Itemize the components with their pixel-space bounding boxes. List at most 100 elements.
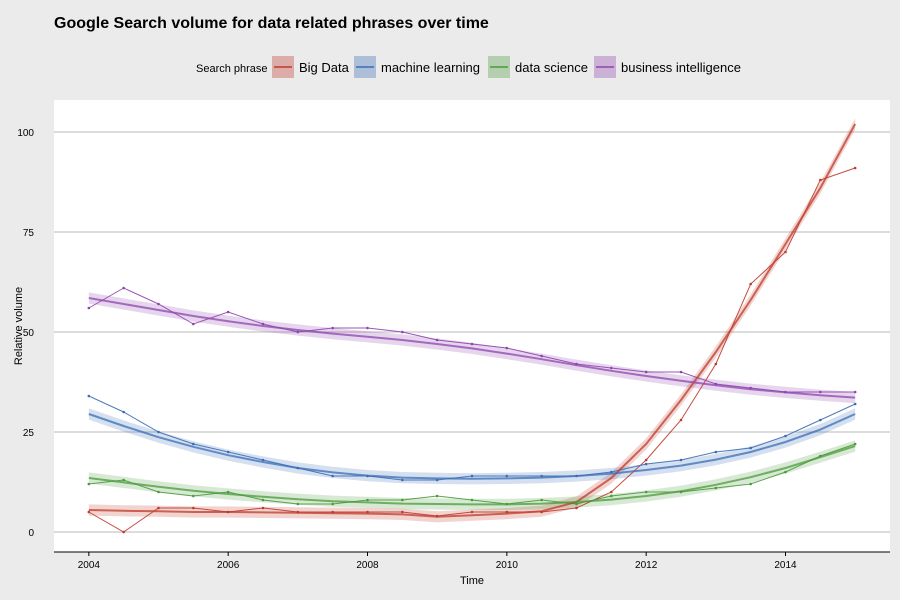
- data-point-big-data: [679, 418, 683, 422]
- data-point-data-science: [401, 498, 404, 502]
- data-point-data-science: [749, 482, 752, 486]
- data-point-business-intelligence: [679, 370, 683, 374]
- data-point-machine-learning: [226, 450, 230, 454]
- data-point-data-science: [366, 498, 369, 502]
- data-point-big-data: [157, 506, 160, 510]
- data-point-business-intelligence: [366, 326, 369, 330]
- data-point-big-data: [261, 506, 265, 510]
- data-point-machine-learning: [819, 418, 822, 422]
- data-point-data-science: [87, 482, 91, 486]
- chart-title: Google Search volume for data related ph…: [54, 15, 489, 32]
- data-point-machine-learning: [853, 402, 857, 406]
- y-axis: 0 25 50 75 100: [17, 128, 34, 539]
- data-point-business-intelligence: [226, 310, 230, 314]
- data-point-data-science: [714, 486, 718, 490]
- data-point-machine-learning: [331, 474, 334, 478]
- data-point-big-data: [575, 506, 578, 510]
- smooth-line-data-science: [88, 445, 856, 506]
- data-point-data-science: [261, 498, 265, 502]
- data-point-business-intelligence: [157, 302, 160, 306]
- data-point-machine-learning: [87, 394, 91, 398]
- data-point-data-science: [784, 470, 787, 474]
- data-point-machine-learning: [470, 474, 474, 478]
- legend-title: Search phrase: [196, 63, 268, 75]
- data-point-data-science: [157, 490, 160, 494]
- data-point-machine-learning: [714, 450, 718, 454]
- data-point-machine-learning: [749, 446, 752, 450]
- data-point-machine-learning: [122, 410, 125, 414]
- x-tick-label: 2006: [217, 560, 240, 571]
- data-point-business-intelligence: [505, 346, 509, 350]
- data-point-big-data: [122, 530, 125, 534]
- data-point-business-intelligence: [331, 326, 334, 330]
- x-axis: 2004 2006 2008 2010 2012 2014: [54, 551, 890, 571]
- legend-label-machine-learning: machine learning: [381, 60, 480, 75]
- data-point-big-data: [853, 166, 857, 170]
- y-tick-label: 100: [17, 128, 34, 139]
- data-point-business-intelligence: [261, 322, 265, 326]
- data-point-data-science: [470, 498, 474, 502]
- data-point-data-science: [122, 478, 125, 482]
- data-point-big-data: [644, 458, 648, 462]
- data-point-data-science: [610, 494, 613, 498]
- legend-label-business-intelligence: business intelligence: [621, 60, 741, 75]
- data-point-business-intelligence: [470, 342, 474, 346]
- data-point-data-science: [575, 502, 578, 506]
- y-axis-title: Relative volume: [13, 287, 25, 365]
- y-tick-label: 0: [28, 528, 34, 539]
- data-point-data-science: [435, 494, 439, 498]
- data-point-business-intelligence: [819, 390, 822, 394]
- y-tick-label: 75: [23, 228, 35, 239]
- x-tick-label: 2008: [356, 560, 379, 571]
- data-point-big-data: [87, 510, 91, 514]
- data-point-big-data: [819, 178, 822, 182]
- smooth-line-big-data: [88, 123, 857, 518]
- data-point-business-intelligence: [296, 330, 300, 334]
- data-point-business-intelligence: [644, 370, 648, 374]
- data-point-data-science: [853, 442, 857, 446]
- x-tick-label: 2014: [774, 560, 797, 571]
- gridlines: [54, 131, 890, 533]
- data-point-business-intelligence: [435, 338, 439, 342]
- y-tick-label: 50: [23, 328, 35, 339]
- data-point-data-science: [540, 498, 543, 502]
- data-point-business-intelligence: [540, 354, 543, 358]
- x-axis-title: Time: [460, 575, 484, 587]
- data-point-data-science: [644, 490, 648, 494]
- x-tick-label: 2004: [78, 560, 101, 571]
- data-point-big-data: [192, 506, 195, 510]
- data-point-big-data: [749, 282, 752, 286]
- data-point-machine-learning: [679, 458, 683, 462]
- data-point-machine-learning: [157, 430, 160, 434]
- data-point-business-intelligence: [401, 330, 404, 334]
- data-point-machine-learning: [401, 478, 404, 482]
- data-point-big-data: [470, 510, 474, 514]
- data-point-data-science: [192, 494, 195, 498]
- data-point-machine-learning: [192, 442, 195, 446]
- data-point-machine-learning: [261, 458, 265, 462]
- smooth-trend-lines: [88, 123, 857, 518]
- data-point-data-science: [331, 502, 334, 506]
- data-point-machine-learning: [784, 434, 787, 438]
- smooth-line-machine-learning: [88, 413, 856, 480]
- legend-label-data-science: data science: [515, 60, 588, 75]
- data-point-business-intelligence: [192, 322, 195, 326]
- smooth-line-business-intelligence: [88, 297, 856, 399]
- data-point-business-intelligence: [122, 286, 125, 290]
- data-point-data-science: [226, 490, 230, 494]
- y-tick-label: 25: [23, 428, 35, 439]
- data-point-data-science: [296, 502, 300, 506]
- data-point-business-intelligence: [853, 390, 857, 394]
- legend-label-big-data: Big Data: [299, 60, 350, 75]
- data-point-big-data: [784, 250, 787, 254]
- legend: Search phrase Big Data machine learning da…: [196, 56, 741, 78]
- x-tick-label: 2012: [635, 560, 658, 571]
- data-point-business-intelligence: [87, 306, 91, 310]
- data-point-machine-learning: [644, 462, 648, 466]
- data-point-big-data: [401, 510, 404, 514]
- data-point-machine-learning: [505, 474, 509, 478]
- data-point-big-data: [610, 490, 613, 494]
- data-point-big-data: [714, 362, 718, 366]
- data-point-business-intelligence: [610, 366, 613, 370]
